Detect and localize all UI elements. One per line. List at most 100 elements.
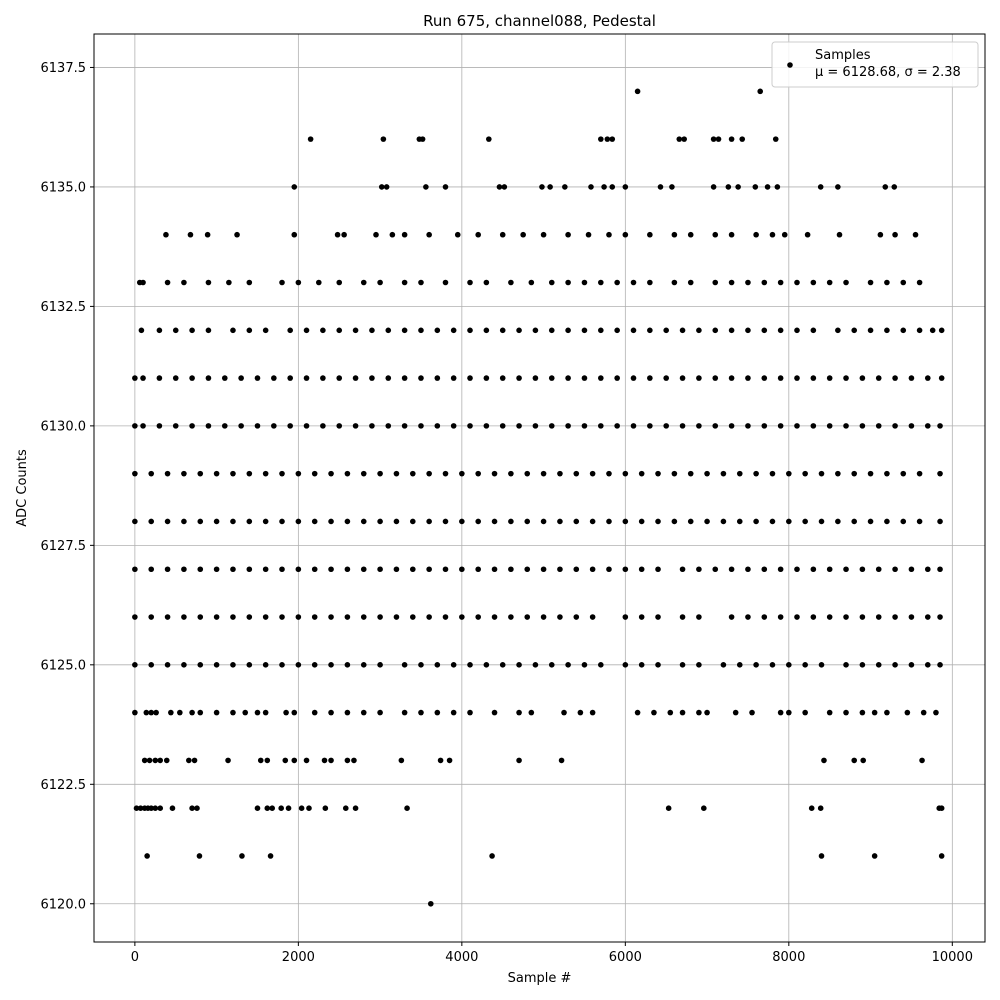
data-point [794, 614, 800, 620]
data-point [655, 518, 661, 525]
data-point [884, 709, 890, 716]
data-point [320, 375, 326, 381]
data-point [360, 662, 367, 668]
data-point [132, 614, 138, 620]
data-point [900, 518, 907, 525]
data-point [172, 423, 179, 429]
data-point [929, 327, 936, 334]
data-point [704, 709, 710, 716]
data-point [197, 614, 204, 620]
data-point [598, 662, 604, 668]
data-point [937, 566, 943, 573]
data-point [937, 614, 943, 620]
data-point [146, 757, 153, 764]
data-point [303, 757, 310, 764]
data-point [426, 614, 432, 620]
data-point [311, 662, 318, 668]
data-point [311, 518, 318, 525]
data-point [409, 470, 416, 477]
data-point [581, 375, 588, 381]
data-point [916, 279, 923, 286]
data-point [418, 375, 424, 381]
data-point [450, 327, 457, 334]
data-point [148, 518, 155, 525]
data-point [540, 231, 547, 238]
data-point [892, 614, 898, 620]
data-point [508, 279, 514, 286]
data-point [148, 662, 155, 668]
data-point [871, 853, 878, 859]
data-point [728, 327, 735, 334]
data-point [565, 279, 571, 286]
data-point [385, 375, 392, 381]
data-point [651, 709, 657, 716]
data-point [761, 423, 768, 429]
data-point [499, 231, 506, 238]
data-point [753, 662, 759, 668]
data-point [298, 805, 305, 811]
data-point [483, 423, 490, 429]
data-point [810, 614, 817, 620]
data-point [287, 327, 293, 334]
data-point [140, 423, 146, 429]
data-point [671, 470, 678, 477]
data-point [761, 614, 768, 620]
data-point [181, 566, 187, 573]
data-point [254, 805, 261, 811]
data-point [671, 518, 678, 525]
data-point [835, 470, 841, 477]
data-point [352, 805, 359, 811]
data-point [532, 662, 539, 668]
data-point [663, 327, 670, 334]
data-point [442, 518, 449, 525]
data-point [499, 423, 506, 429]
data-point [344, 709, 351, 716]
data-point [676, 136, 683, 142]
data-point [900, 327, 907, 334]
data-point [704, 518, 710, 525]
data-point [238, 423, 244, 429]
data-point [246, 518, 253, 525]
data-point [589, 566, 596, 573]
data-point [342, 805, 349, 811]
data-point [581, 423, 588, 429]
data-point [172, 327, 179, 334]
data-point [794, 423, 800, 429]
data-point [937, 518, 943, 525]
data-point [843, 662, 849, 668]
data-point [720, 518, 727, 525]
data-point [663, 375, 670, 381]
data-point [442, 184, 449, 190]
data-point [181, 279, 187, 286]
data-point [548, 423, 555, 429]
data-point [753, 518, 759, 525]
data-point [826, 709, 833, 716]
data-point [679, 423, 686, 429]
data-point [360, 470, 367, 477]
data-point [604, 136, 611, 142]
data-point [539, 184, 545, 190]
data-point [647, 375, 653, 381]
data-point [271, 423, 277, 429]
data-point [916, 518, 923, 525]
data-point [385, 327, 392, 334]
data-point [508, 614, 514, 620]
data-point [377, 566, 383, 573]
data-point [622, 470, 629, 477]
data-point [532, 327, 539, 334]
data-point [817, 184, 824, 190]
data-point [573, 614, 580, 620]
data-point [606, 518, 612, 525]
data-point [442, 470, 449, 477]
data-point [867, 470, 874, 477]
data-point [322, 805, 329, 811]
data-point [752, 184, 759, 190]
data-point [667, 709, 674, 716]
data-point [315, 279, 322, 286]
data-point [264, 805, 271, 811]
axis-ticks: 0 2000 4000 6000 8000 10000 6120.0 6122.5 6125.0… [41, 61, 973, 965]
data-point [450, 709, 457, 716]
data-point [715, 136, 722, 142]
data-point [508, 566, 514, 573]
data-point [246, 662, 253, 668]
